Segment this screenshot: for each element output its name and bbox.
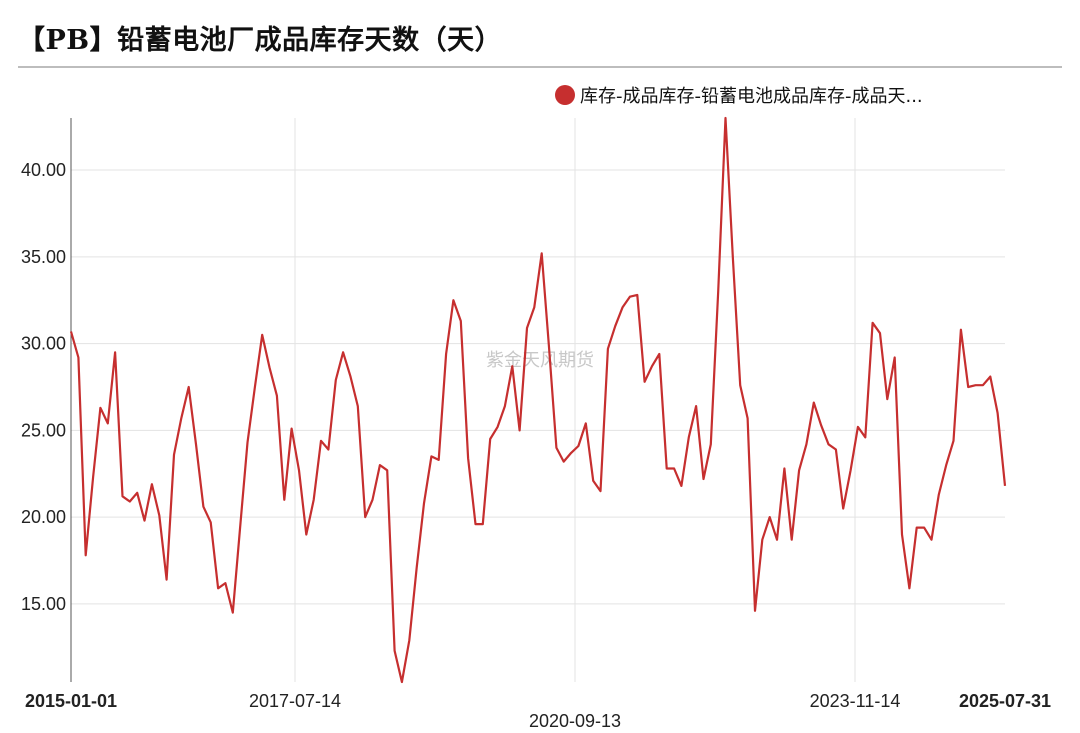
y-tick-label: 35.00: [21, 247, 66, 267]
x-tick-label: 2015-01-01: [25, 691, 117, 711]
grid: [71, 118, 1005, 682]
x-tick-label: 2017-07-14: [249, 691, 341, 711]
x-tick-label: 2023-11-14: [810, 691, 901, 711]
x-tick-label: 2020-09-13: [529, 711, 621, 731]
legend-marker: [555, 85, 575, 105]
y-tick-label: 30.00: [21, 334, 66, 354]
x-tick-labels: 2015-01-01 2017-07-14 2020-09-13 2023-11-14…: [25, 691, 1051, 731]
series: [69, 116, 1007, 684]
title-divider: [18, 66, 1062, 68]
x-tick-label: 2025-07-31: [959, 691, 1051, 711]
legend[interactable]: 库存-成品库存-铅蓄电池成品库存-成品天...: [555, 85, 923, 107]
y-tick-labels: 15.00 20.00 25.00 30.00 35.00 40.00: [21, 160, 66, 614]
watermark: 紫金天风期货: [486, 350, 594, 371]
y-tick-label: 40.00: [21, 160, 66, 180]
y-tick-label: 25.00: [21, 420, 66, 440]
chart-title: 【PB】铅蓄电池厂成品库存天数（天）: [18, 25, 503, 56]
y-tick-label: 20.00: [21, 507, 66, 527]
y-tick-label: 15.00: [21, 594, 66, 614]
series-line-0: [69, 116, 1007, 684]
legend-label: 库存-成品库存-铅蓄电池成品库存-成品天...: [580, 86, 923, 107]
